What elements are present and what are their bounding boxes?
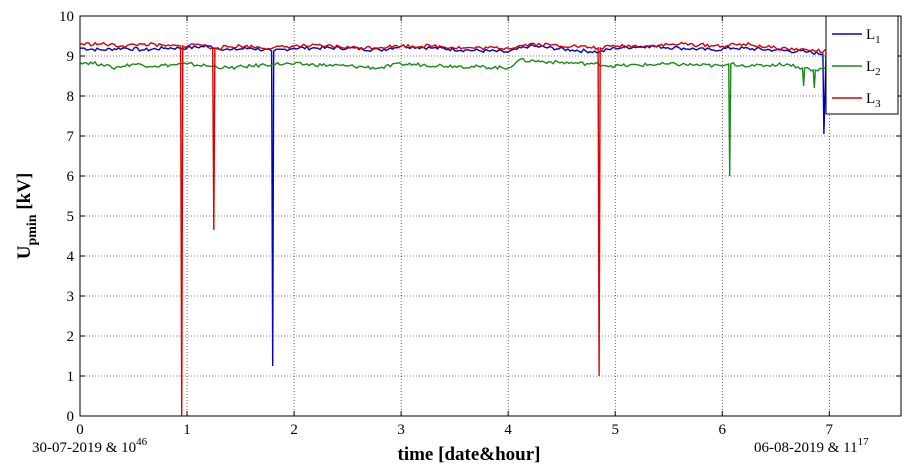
end-date-label: 06-08-2019 & 1117 xyxy=(754,436,869,456)
x-tick-label: 6 xyxy=(718,422,726,438)
series-line-l2 xyxy=(79,57,830,177)
x-tick-label: 5 xyxy=(611,422,619,438)
series-line-l3 xyxy=(79,41,830,417)
y-tick-label: 9 xyxy=(67,49,75,65)
legend-label-l1: L1 xyxy=(866,27,881,46)
x-axis-label: time [date&hour] xyxy=(398,444,541,465)
y-tick-label: 7 xyxy=(67,129,75,145)
grid-lines xyxy=(80,16,901,416)
x-tick-label: 4 xyxy=(504,422,512,438)
y-axis-label: Upmin [kV] xyxy=(14,173,40,260)
y-tick-label: 10 xyxy=(59,9,74,25)
y-tick-label: 1 xyxy=(67,369,75,385)
x-tick-label: 3 xyxy=(397,422,405,438)
x-tick-label: 1 xyxy=(183,422,191,438)
legend-label-l3: L3 xyxy=(866,91,881,110)
legend: L1 L2 L3 xyxy=(825,15,899,115)
x-tick-label: 0 xyxy=(76,422,84,438)
x-tick-label: 2 xyxy=(290,422,298,438)
y-tick-label: 6 xyxy=(67,169,75,185)
start-date-label: 30-07-2019 & 1046 xyxy=(32,436,148,456)
y-tick-label: 8 xyxy=(67,89,75,105)
x-tick-label: 7 xyxy=(826,422,834,438)
axis-ticks: 0 1 2 3 4 5 6 7 8 9 10 0 1 2 3 4 5 6 7 xyxy=(59,9,901,438)
legend-label-l2: L2 xyxy=(866,59,881,78)
y-tick-label: 0 xyxy=(67,409,75,425)
y-tick-label: 4 xyxy=(67,249,75,265)
series-lines xyxy=(79,41,830,417)
y-tick-label: 5 xyxy=(67,209,75,225)
y-tick-label: 3 xyxy=(67,289,75,305)
y-tick-label: 2 xyxy=(67,329,75,345)
